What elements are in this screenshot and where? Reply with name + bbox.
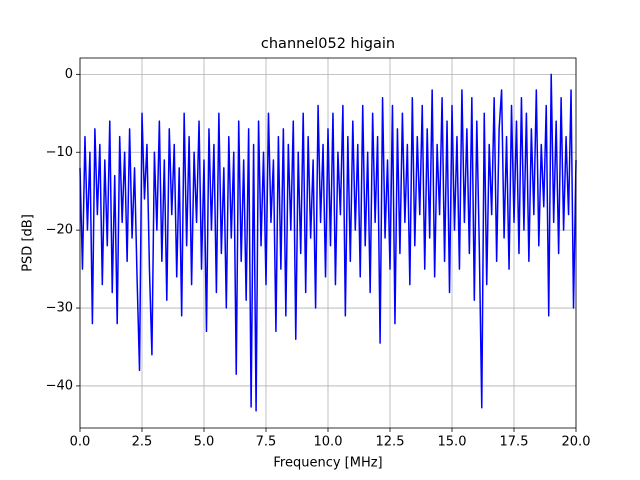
x-tick-label: 15.0 (438, 435, 467, 450)
x-tick-label: 10.0 (314, 435, 343, 450)
x-tick-label: 5.0 (194, 435, 215, 450)
y-axis-label: PSD [dB] (21, 214, 36, 272)
y-tick-label: −30 (46, 301, 73, 316)
chart-title: channel052 higain (261, 36, 395, 52)
x-tick-label: 12.5 (376, 435, 405, 450)
y-tick-label: −40 (46, 378, 73, 393)
y-tick-label: 0 (65, 67, 73, 82)
x-tick-label: 0.0 (70, 435, 91, 450)
x-axis-label: Frequency [MHz] (273, 456, 382, 471)
y-tick-label: −10 (46, 145, 73, 160)
x-tick-label: 7.5 (256, 435, 277, 450)
y-tick-label: −20 (46, 223, 73, 238)
x-tick-label: 17.5 (500, 435, 529, 450)
psd-line (79, 73, 577, 412)
plot-frame (79, 57, 577, 429)
x-tick-label: 2.5 (132, 435, 153, 450)
x-tick-label: 20.0 (562, 435, 591, 450)
